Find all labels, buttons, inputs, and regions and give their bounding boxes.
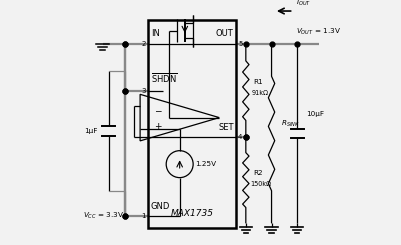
Text: R1: R1 [253,79,263,85]
Text: 10µF: 10µF [306,111,324,117]
Text: $+$: $+$ [154,121,162,131]
Text: 5: 5 [238,41,242,47]
Text: OUT: OUT [216,29,233,38]
Text: R2: R2 [253,170,263,176]
Text: SET: SET [218,123,233,132]
Text: $V_{CC}$ = 3.3V: $V_{CC}$ = 3.3V [83,210,124,221]
Text: $\overline{\rm SHDN}$: $\overline{\rm SHDN}$ [151,71,177,85]
Text: 1µF: 1µF [84,128,97,134]
Text: 150kΩ: 150kΩ [250,181,271,187]
Text: $-$: $-$ [154,105,162,114]
Text: 91kΩ: 91kΩ [251,90,268,96]
Bar [148,20,236,228]
Text: $V_{OUT}$ = 1.3V: $V_{OUT}$ = 1.3V [296,26,341,37]
Text: 4: 4 [238,134,242,140]
Text: 1: 1 [142,213,146,219]
Text: 3: 3 [142,88,146,94]
Text: 2: 2 [142,41,146,47]
Text: 1.25V: 1.25V [196,161,217,167]
Text: $I_{OUT}$: $I_{OUT}$ [296,0,311,8]
Text: IN: IN [151,29,160,38]
Text: $R_{SINK}$: $R_{SINK}$ [282,119,300,129]
Text: GND: GND [151,202,170,211]
Text: MAX1735: MAX1735 [170,209,213,218]
